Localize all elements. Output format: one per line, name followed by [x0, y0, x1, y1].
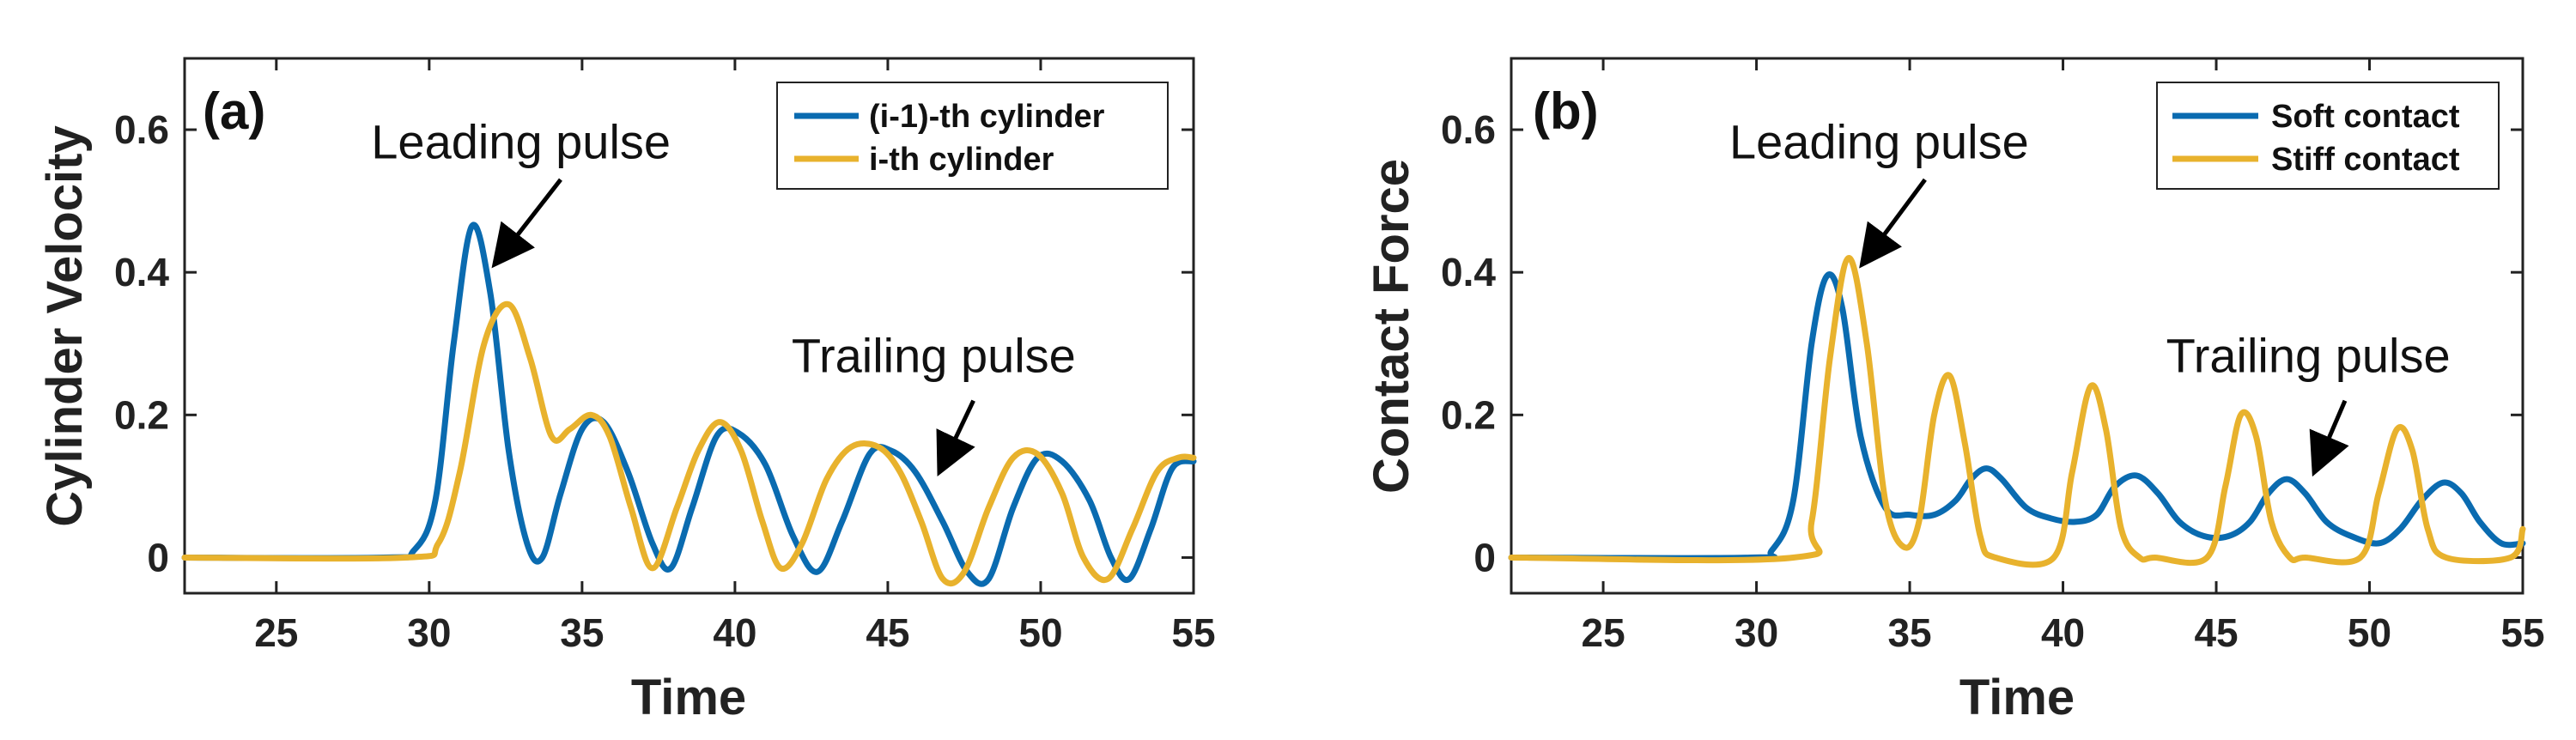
x-tick-label: 30 [407, 610, 451, 655]
x-tick-label: 25 [1582, 610, 1625, 655]
x-tick-label: 35 [1887, 610, 1931, 655]
x-tick-label: 50 [2348, 610, 2391, 655]
y-axis-label: Contact Force [1364, 159, 1419, 494]
legend-box [776, 82, 1169, 190]
x-tick-label: 40 [713, 610, 756, 655]
series-line-1 [1508, 271, 2526, 561]
x-tick-label: 50 [1018, 610, 1062, 655]
x-axis-label: Time [631, 670, 746, 725]
legend-label-series-2: i-th cylinder [869, 142, 1054, 178]
y-axis-label: Cylinder Velocity [37, 125, 93, 526]
legend-box [2156, 82, 2500, 190]
annotation-arrow [1859, 178, 1927, 269]
series-line-2 [1508, 255, 2526, 568]
y-tick-label: 0.6 [114, 107, 169, 152]
series-lines [1508, 255, 2526, 568]
annotation-arrow [2309, 399, 2349, 477]
annotation-leading-pulse: Leading pulse [371, 114, 671, 168]
panel-label: (a) [203, 82, 265, 140]
series-line-2 [181, 300, 1197, 587]
x-axis-label: Time [1959, 670, 2075, 725]
annotation-arrow [936, 399, 975, 477]
x-tick-label: 35 [560, 610, 604, 655]
legend-label-series-2: Stiff contact [2271, 142, 2460, 178]
axis-ticks: 25 30 35 40 45 50 55 0 0.2 0.4 0.6 [1441, 58, 2545, 655]
x-tick-label: 25 [254, 610, 298, 655]
legend-label-series-1: (i-1)-th cylinder [869, 99, 1105, 135]
x-tick-label: 45 [866, 610, 909, 655]
legend: (i-1)-th cylinder i-th cylinder [776, 82, 1169, 190]
x-tick-label: 45 [2194, 610, 2238, 655]
legend: Soft contact Stiff contact [2156, 82, 2500, 190]
y-tick-label: 0.2 [1441, 392, 1496, 437]
series-lines [181, 221, 1197, 587]
annotation-trailing-pulse: Trailing pulse [2166, 328, 2451, 382]
x-tick-label: 30 [1735, 610, 1778, 655]
y-tick-label: 0.6 [1441, 107, 1496, 152]
x-tick-label: 55 [1171, 610, 1215, 655]
x-tick-label: 55 [2500, 610, 2544, 655]
annotation-trailing-pulse: Trailing pulse [792, 328, 1076, 382]
legend-label-series-1: Soft contact [2271, 99, 2460, 135]
x-tick-label: 40 [2041, 610, 2085, 655]
annotations: Leading pulse Trailing pulse [371, 114, 1076, 477]
annotation-arrow [491, 178, 562, 269]
y-tick-label: 0.4 [1441, 250, 1496, 294]
y-tick-label: 0 [147, 535, 169, 579]
y-tick-label: 0.2 [114, 392, 169, 437]
chart-panel-b: 25 30 35 40 45 50 55 0 0.2 0.4 0.6 Leading pulse T… [1364, 57, 2545, 725]
axis-ticks: 25 30 35 40 45 50 55 0 0.2 0.4 0.6 [114, 58, 1216, 655]
chart-panel-a: 25 30 35 40 45 50 55 0 0.2 0.4 0.6 Leading pulse T… [37, 57, 1216, 725]
annotations: Leading pulse Trailing pulse [1729, 114, 2451, 477]
annotation-leading-pulse: Leading pulse [1729, 114, 2029, 168]
y-tick-label: 0 [1473, 535, 1496, 579]
panel-label: (b) [1533, 82, 1599, 140]
y-tick-label: 0.4 [114, 250, 169, 294]
